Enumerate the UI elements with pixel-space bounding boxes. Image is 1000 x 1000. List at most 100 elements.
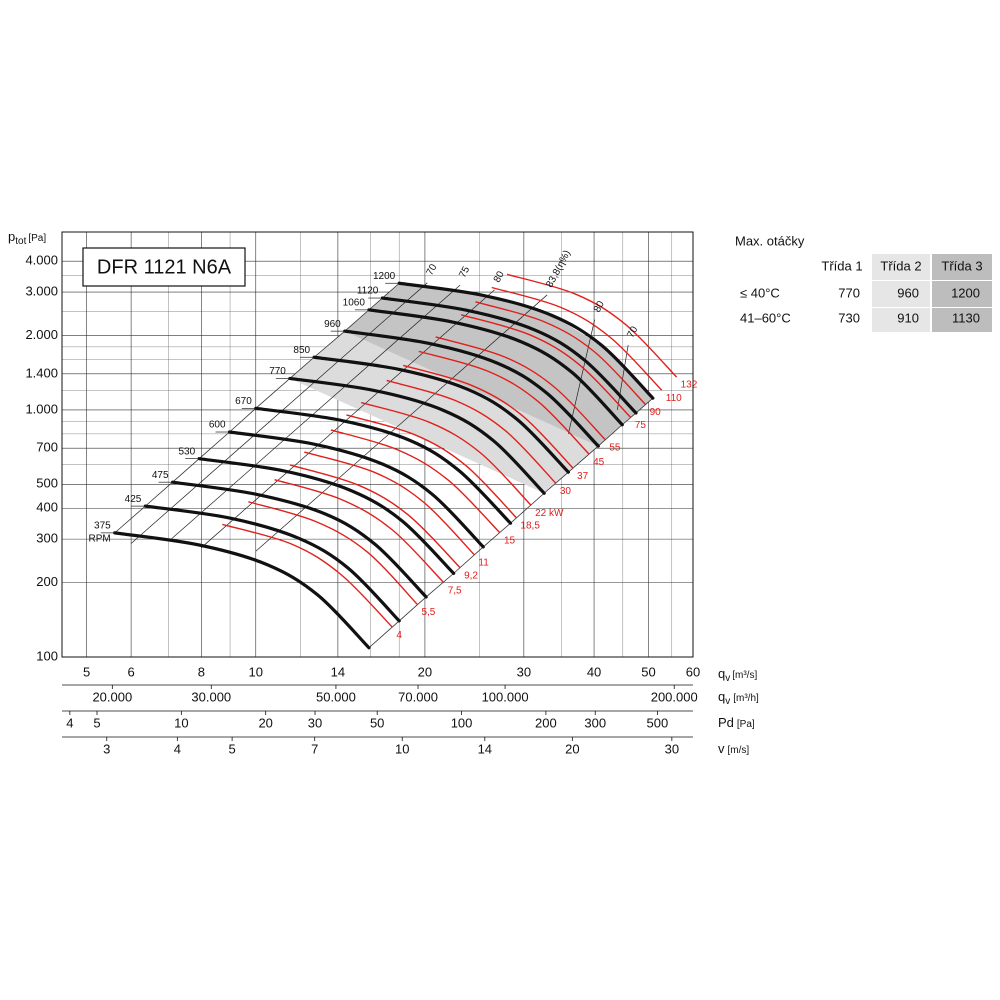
rpm-label: 960 xyxy=(324,319,341,330)
x-subscript: v xyxy=(725,673,730,684)
power-label: 110 xyxy=(666,393,682,404)
secondary-tick-label: 7 xyxy=(311,741,318,756)
rpm-label: 1060 xyxy=(343,298,366,309)
power-line xyxy=(346,414,517,519)
efficiency-line xyxy=(616,345,629,410)
secondary-tick-label: 30 xyxy=(308,715,322,730)
x-unit: [m³/s] xyxy=(732,670,757,681)
power-label: 7,5 xyxy=(448,585,462,596)
efficiency-line xyxy=(255,294,548,552)
secondary-tick-label: 4 xyxy=(66,715,73,730)
secondary-tick-label: 4 xyxy=(174,741,181,756)
y-tick-label: 1.000 xyxy=(25,401,58,416)
y-tick-label: 1.400 xyxy=(25,365,58,380)
rpm-curve xyxy=(197,457,456,575)
y-tick-label: 400 xyxy=(36,500,58,515)
secondary-tick-label: 70.000 xyxy=(398,689,438,704)
secondary-tick-label: 300 xyxy=(584,715,606,730)
power-line xyxy=(386,379,557,484)
rpm-curve xyxy=(312,355,570,474)
rpm-label: 1200 xyxy=(373,271,396,282)
power-label: 4 xyxy=(396,630,402,641)
rpm-label: 1120 xyxy=(357,286,379,297)
speed-table: Max. otáčky Třída 1 Třída 2 Třída 3 ≤ 40°C 7… xyxy=(735,233,992,332)
row-label: 41–60°C xyxy=(740,310,791,325)
x-tick-label: 30 xyxy=(517,664,531,679)
power-line xyxy=(506,273,678,378)
secondary-tick-label: 14 xyxy=(478,741,492,756)
table-header: Třída 1 xyxy=(821,258,862,273)
secondary-tick-label: 200 xyxy=(535,715,557,730)
table-cell: 730 xyxy=(838,310,860,325)
secondary-tick-label: 30.000 xyxy=(191,689,231,704)
rpm-label: 670 xyxy=(235,396,252,407)
power-label: 75 xyxy=(635,420,647,431)
labels: 5 6 8 10 14 20 30 40 50 60 100 200 300 400 500 700 1.000… xyxy=(25,249,700,680)
x-tick-label: 10 xyxy=(249,664,263,679)
rpm-curve xyxy=(288,376,546,495)
power-label: 37 xyxy=(577,471,589,482)
table-header: Třída 3 xyxy=(941,258,982,273)
table-cell: 770 xyxy=(838,285,860,300)
power-line xyxy=(289,464,461,569)
table-cell: 910 xyxy=(897,310,919,325)
secondary-tick-label: 100.000 xyxy=(482,689,529,704)
envelope-line xyxy=(114,282,400,534)
efficiency-line xyxy=(201,289,495,548)
table-title: Max. otáčky xyxy=(735,233,805,248)
table-cell: 1200 xyxy=(951,285,980,300)
secondary-tick-label: 30 xyxy=(665,741,679,756)
power-line xyxy=(418,350,590,455)
x-tick-label: 50 xyxy=(641,664,655,679)
row-label: ≤ 40°C xyxy=(740,285,780,300)
header-cell-bg xyxy=(872,254,930,280)
efficiency-label: 80 xyxy=(592,299,607,314)
x-tick-label: 60 xyxy=(686,664,700,679)
secondary-tick-label: 5 xyxy=(93,715,100,730)
y-tick-label: 300 xyxy=(36,531,58,546)
rpm-curve xyxy=(343,329,600,448)
y-tick-label: 4.000 xyxy=(25,253,58,268)
power-line xyxy=(491,286,663,391)
axis-unit: [Pa] xyxy=(737,719,755,730)
secondary-tick-label: 100 xyxy=(451,715,473,730)
rpm-label: 600 xyxy=(209,420,226,431)
secondary-axis-label: qv [m³/h] xyxy=(718,689,759,706)
y-subscript: tot xyxy=(15,236,26,247)
power-line xyxy=(435,336,606,441)
power-label: 30 xyxy=(560,486,572,497)
rpm-label: 530 xyxy=(178,446,195,457)
table-cell: 1130 xyxy=(952,310,980,325)
power-line xyxy=(222,523,393,628)
y-tick-label: 500 xyxy=(36,476,58,491)
axis-unit: [m/s] xyxy=(728,745,750,756)
power-label: 22 kW xyxy=(535,508,564,519)
rpm-label: 375 xyxy=(94,521,111,532)
x-tick-label: 6 xyxy=(128,664,135,679)
rpm-curve xyxy=(170,480,428,599)
x-tick-label: 20 xyxy=(418,664,432,679)
y-tick-label: 200 xyxy=(36,574,58,589)
x-symbol: q xyxy=(718,666,725,681)
power-label: 132 xyxy=(681,380,698,391)
power-line xyxy=(403,364,574,469)
rpm-curve xyxy=(227,430,485,549)
x-axis-label: qv [m³/s] xyxy=(718,666,757,683)
y-axis-label: ptot [Pa] xyxy=(8,229,46,246)
rpm-curve xyxy=(397,281,655,400)
title-box xyxy=(82,247,246,287)
axis-subscript: v xyxy=(725,696,730,707)
efficiency-label: 70 xyxy=(425,262,440,277)
cell-bg xyxy=(932,308,992,332)
power-line xyxy=(304,451,475,556)
power-label: 9,2 xyxy=(464,570,478,581)
secondary-tick-label: 10 xyxy=(174,715,188,730)
cell-bg xyxy=(932,281,992,307)
axis-unit: [m³/h] xyxy=(733,693,759,704)
y-unit: [Pa] xyxy=(28,233,46,244)
rpm-label: 425 xyxy=(125,494,142,505)
rpm-curve xyxy=(254,406,513,525)
efficiency-line xyxy=(168,284,461,542)
rpm-curve xyxy=(113,531,371,650)
secondary-axes: 20.000 30.000 50.000 70.000 100.000 200.000 qv… xyxy=(62,684,759,756)
